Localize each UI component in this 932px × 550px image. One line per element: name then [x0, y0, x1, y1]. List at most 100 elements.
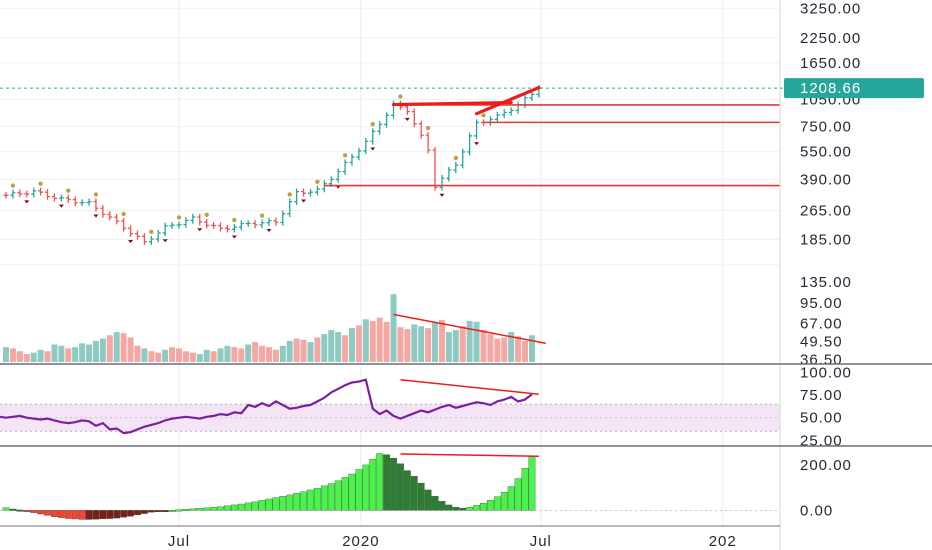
- rsi-trendline: [400, 379, 539, 395]
- volume-bar: [494, 338, 501, 362]
- volume-bar: [196, 354, 203, 362]
- price-tick-label: 1650.00: [800, 55, 861, 72]
- rsi-pane: [0, 378, 539, 435]
- volume-bar: [16, 351, 23, 362]
- macd-bar: [237, 503, 245, 511]
- macd-bar: [314, 487, 321, 511]
- fractal-up-marker: [425, 125, 431, 131]
- time-tick-label: Jul: [530, 533, 552, 550]
- macd-bar: [251, 501, 259, 511]
- price-tick-label: 265.00: [800, 203, 852, 220]
- volume-bar: [438, 320, 445, 362]
- volume-bar: [162, 349, 169, 362]
- macd-bar: [493, 496, 501, 511]
- fractal-down-marker: [474, 142, 480, 146]
- macd-trendline: [400, 453, 539, 458]
- macd-axis[interactable]: 200.00 0.00: [800, 457, 852, 519]
- macd-bar: [487, 499, 494, 511]
- macd-bar: [327, 483, 335, 511]
- volume-bar: [376, 317, 383, 362]
- volume-pane: [3, 294, 546, 362]
- volume-bar: [155, 352, 162, 362]
- rsi-axis[interactable]: 100.00 75.00 50.00 25.00: [800, 365, 852, 450]
- volume-bar: [252, 342, 259, 362]
- fractal-up-marker: [66, 188, 71, 193]
- macd-bar: [196, 508, 204, 511]
- volume-bar: [238, 348, 245, 362]
- rsi-band-group: [0, 403, 780, 432]
- macd-bar: [161, 510, 169, 513]
- macd-bar: [404, 470, 411, 511]
- rsi-line: [0, 378, 533, 435]
- volume-bar: [279, 345, 286, 362]
- price-axis[interactable]: 3250.002250.001650.001050.00750.00550.00…: [800, 0, 861, 248]
- volume-bar: [342, 335, 349, 362]
- macd-bar: [147, 510, 155, 513]
- macd-bar: [9, 508, 17, 511]
- fractal-down-marker: [93, 214, 99, 218]
- macd-bar: [113, 510, 121, 519]
- macd-bar: [293, 493, 300, 511]
- volume-bar: [169, 347, 176, 362]
- macd-bar: [438, 501, 446, 511]
- macd-tick-label: 0.00: [800, 502, 833, 519]
- volume-bar: [425, 328, 432, 362]
- volume-bar: [459, 326, 466, 362]
- macd-bar: [217, 506, 224, 511]
- volume-bar: [189, 352, 196, 362]
- macd-bar: [120, 510, 127, 518]
- macd-bar: [189, 508, 197, 511]
- fractal-down-marker: [266, 229, 272, 233]
- macd-bar: [424, 489, 432, 511]
- last-price-label: 1208.66: [800, 80, 861, 97]
- macd-bar: [473, 505, 480, 511]
- volume-bar: [30, 352, 37, 362]
- macd-bar: [355, 469, 363, 511]
- macd-bar: [376, 453, 384, 511]
- macd-bar: [480, 502, 487, 511]
- price-tick-label: 390.00: [800, 171, 852, 188]
- fractal-down-marker: [404, 117, 410, 121]
- volume-bar: [432, 322, 439, 362]
- macd-bar: [231, 504, 238, 511]
- fractal-up-marker: [398, 94, 403, 99]
- macd-bar: [417, 482, 425, 511]
- macd-bar: [106, 510, 114, 519]
- fractal-up-marker: [287, 192, 292, 197]
- macd-bar: [521, 468, 529, 511]
- fractal-up-marker: [315, 179, 320, 185]
- price-tick-label: 185.00: [800, 232, 852, 249]
- volume-trendline: [393, 313, 546, 345]
- macd-tick-label: 200.00: [800, 457, 852, 474]
- fractal-up-marker: [204, 212, 209, 217]
- macd-bar: [410, 476, 418, 511]
- fractal-up-marker: [232, 217, 237, 223]
- volume-bar: [411, 324, 418, 362]
- price-pane: [0, 84, 784, 246]
- time-tick-label: 2020: [342, 533, 379, 550]
- volume-bar: [335, 332, 342, 362]
- volume-bar: [176, 348, 182, 362]
- volume-bar: [466, 320, 473, 362]
- volume-bar: [120, 333, 127, 362]
- macd-bar: [154, 510, 162, 513]
- macd-bar: [334, 480, 342, 511]
- fractal-down-marker: [370, 147, 376, 151]
- macd-bar: [397, 463, 404, 511]
- price-tick-label: 3250.00: [800, 0, 861, 17]
- volume-bar: [397, 327, 404, 362]
- volume-bar: [3, 347, 9, 362]
- macd-bar: [141, 510, 148, 514]
- macd-bar: [224, 505, 231, 511]
- volume-bar: [231, 347, 238, 362]
- macd-pane: [0, 453, 780, 520]
- macd-bar: [369, 459, 377, 511]
- macd-bar: [258, 500, 266, 511]
- macd-bar: [265, 498, 273, 511]
- volume-bar: [452, 330, 459, 362]
- time-tick-label: Jul: [168, 533, 190, 550]
- fractal-down-marker: [335, 185, 341, 189]
- volume-bar: [508, 332, 515, 362]
- time-axis[interactable]: Jul 2020 Jul 202: [168, 533, 737, 550]
